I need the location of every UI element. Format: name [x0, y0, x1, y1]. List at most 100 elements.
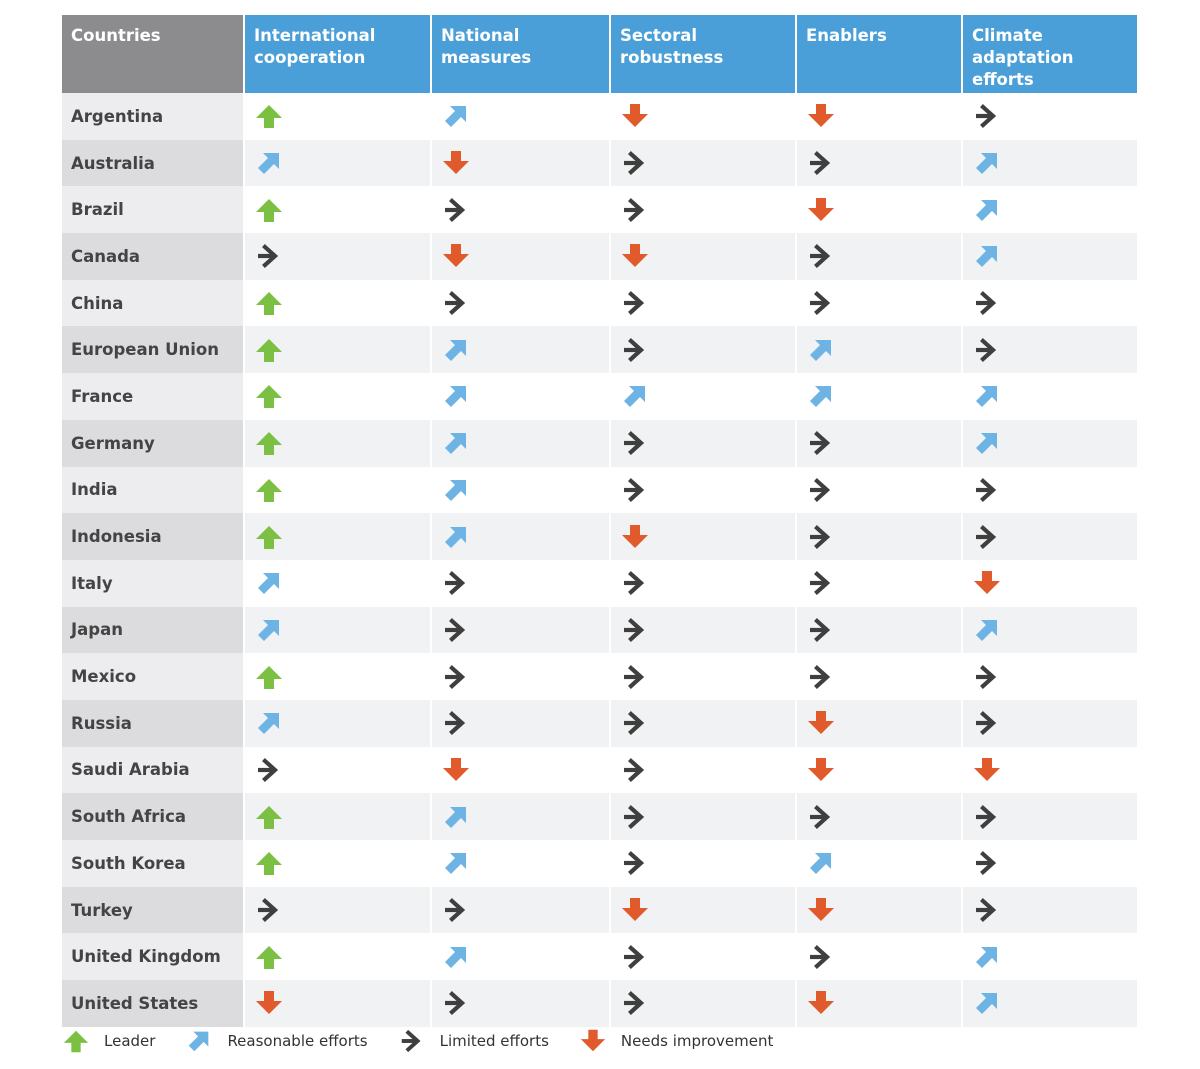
arrow-up-right-icon: [806, 848, 836, 878]
arrow-up-icon: [254, 802, 284, 832]
arrow-right-icon: [441, 895, 471, 925]
rating-cell: [243, 699, 431, 747]
country-name: China: [62, 279, 244, 327]
arrow-up-right-icon: [441, 522, 471, 552]
table-row: Italy: [62, 559, 1137, 607]
rating-cell: [430, 699, 610, 747]
arrow-right-icon: [972, 101, 1002, 131]
country-name: Japan: [62, 606, 244, 654]
legend-item: Reasonable efforts: [185, 1027, 368, 1055]
rating-cell: [609, 186, 796, 234]
rating-cell: [243, 93, 431, 140]
arrow-right-icon: [620, 195, 650, 225]
arrow-right-icon: [254, 241, 284, 271]
arrow-up-right-icon: [806, 381, 836, 411]
country-name: Italy: [62, 559, 244, 607]
table-row: United Kingdom: [62, 933, 1137, 981]
arrow-up-right-icon: [254, 568, 284, 598]
rating-cell: [961, 466, 1137, 514]
arrow-right-icon: [806, 802, 836, 832]
arrow-right-icon: [620, 942, 650, 972]
column-header-national-measures: National measures: [430, 15, 610, 93]
arrow-up-right-icon: [620, 381, 650, 411]
arrow-up-right-icon: [441, 428, 471, 458]
rating-cell: [795, 233, 962, 280]
legend-label: Reasonable efforts: [227, 1032, 368, 1050]
rating-cell: [609, 373, 796, 420]
arrow-right-icon: [620, 755, 650, 785]
rating-cell: [243, 466, 431, 514]
table-row: United States: [62, 980, 1137, 1027]
rating-cell: [795, 466, 962, 514]
arrow-right-icon: [441, 662, 471, 692]
rating-cell: [430, 793, 610, 840]
arrow-up-icon: [254, 662, 284, 692]
arrow-up-right-icon: [972, 148, 1002, 178]
rating-cell: [961, 93, 1137, 140]
table-body: Argentina Australia Brazil Canada China Europ…: [62, 93, 1137, 1027]
country-name: Brazil: [62, 186, 244, 234]
rating-cell: [430, 279, 610, 327]
arrow-down-icon: [972, 568, 1002, 598]
rating-cell: [795, 653, 962, 700]
arrow-up-icon: [254, 475, 284, 505]
arrow-down-icon: [806, 195, 836, 225]
arrow-down-icon: [441, 241, 471, 271]
rating-cell: [430, 559, 610, 607]
arrow-right-icon: [806, 428, 836, 458]
column-header-sectoral-robustness: Sectoral robustness: [609, 15, 796, 93]
table-row: European Union: [62, 326, 1137, 374]
arrow-up-right-icon: [441, 942, 471, 972]
arrow-down-icon: [972, 755, 1002, 785]
arrow-down-icon: [579, 1027, 607, 1055]
arrow-right-icon: [620, 802, 650, 832]
rating-cell: [430, 93, 610, 140]
rating-cell: [430, 233, 610, 280]
rating-cell: [961, 279, 1137, 327]
rating-cell: [243, 980, 431, 1027]
rating-cell: [961, 606, 1137, 654]
arrow-right-icon: [972, 848, 1002, 878]
rating-cell: [243, 840, 431, 887]
rating-cell: [609, 886, 796, 934]
rating-cell: [609, 699, 796, 747]
arrow-up-right-icon: [441, 848, 471, 878]
rating-cell: [243, 886, 431, 934]
arrow-down-icon: [806, 895, 836, 925]
country-name: Indonesia: [62, 513, 244, 560]
column-header-international-cooperation: International cooperation: [243, 15, 431, 93]
table-row: Turkey: [62, 886, 1137, 934]
rating-cell: [795, 606, 962, 654]
arrow-right-icon: [441, 988, 471, 1018]
arrow-up-right-icon: [972, 615, 1002, 645]
arrow-right-icon: [620, 148, 650, 178]
arrow-right-icon: [972, 335, 1002, 365]
arrow-up-icon: [254, 288, 284, 318]
arrow-right-icon: [972, 708, 1002, 738]
arrow-right-icon: [398, 1027, 426, 1055]
rating-cell: [795, 933, 962, 981]
table-row: Mexico: [62, 653, 1137, 700]
rating-cell: [609, 653, 796, 700]
arrow-up-icon: [254, 428, 284, 458]
rating-cell: [430, 840, 610, 887]
legend: Leader Reasonable efforts Limited efforts N…: [62, 1025, 803, 1057]
table-row: South Africa: [62, 793, 1137, 840]
arrow-right-icon: [806, 475, 836, 505]
country-name: Argentina: [62, 93, 244, 140]
rating-cell: [961, 559, 1137, 607]
rating-cell: [795, 699, 962, 747]
table-row: Japan: [62, 606, 1137, 654]
rating-cell: [609, 139, 796, 187]
arrow-right-icon: [972, 288, 1002, 318]
rating-cell: [961, 793, 1137, 840]
rating-cell: [961, 746, 1137, 794]
rating-cell: [961, 373, 1137, 420]
arrow-right-icon: [972, 895, 1002, 925]
arrow-up-right-icon: [254, 708, 284, 738]
rating-cell: [243, 746, 431, 794]
rating-cell: [243, 326, 431, 374]
arrow-up-right-icon: [972, 428, 1002, 458]
table-row: Brazil: [62, 186, 1137, 234]
arrow-up-icon: [62, 1027, 90, 1055]
